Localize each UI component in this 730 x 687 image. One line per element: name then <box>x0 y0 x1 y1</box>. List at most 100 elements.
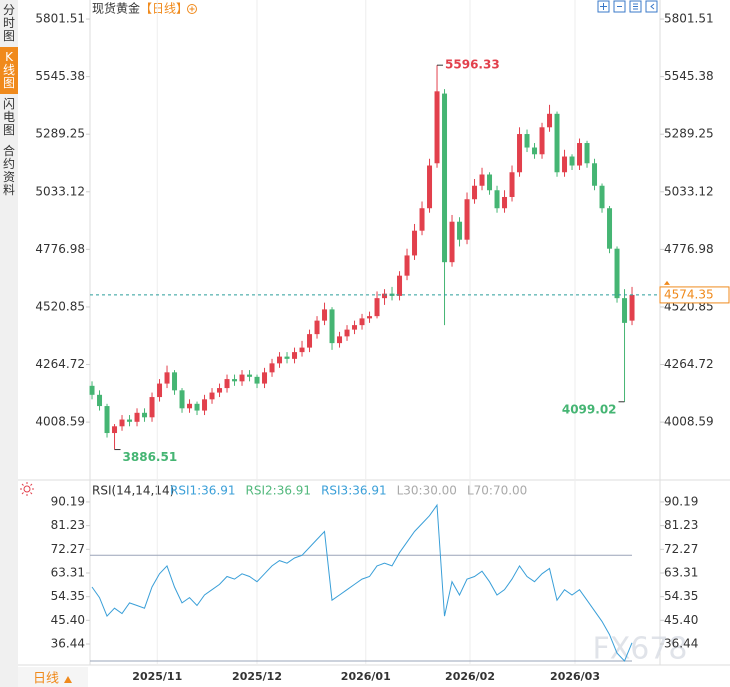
toolbar[interactable] <box>597 0 658 13</box>
candle-body <box>179 390 185 409</box>
candle-body <box>232 379 238 382</box>
legend-item: RSI3:36.91 <box>321 484 387 498</box>
y-tick-label: 90.19 <box>51 494 85 508</box>
candle-body <box>134 412 140 422</box>
candle-body <box>577 143 583 166</box>
candle-body <box>262 372 268 384</box>
add-icon-plus <box>189 6 195 12</box>
candle-body <box>292 352 298 359</box>
candle-body <box>172 372 178 391</box>
y-tick-label: 54.35 <box>51 589 85 603</box>
candle-body <box>254 376 260 384</box>
rsi-line <box>91 503 633 662</box>
y-tick-label: 5033.12 <box>35 184 85 198</box>
y-tick-label: 5801.51 <box>35 12 85 26</box>
y-tick-label-right: 5289.25 <box>664 127 714 141</box>
sidebar-tab[interactable]: 分时图 <box>2 3 15 43</box>
candle-body <box>404 255 410 276</box>
candle-body <box>607 208 613 249</box>
candle-body <box>584 143 590 164</box>
candle-body <box>569 156 575 166</box>
candle-body <box>194 403 200 411</box>
candle-body <box>164 372 170 384</box>
y-tick-label: 5545.38 <box>35 69 85 83</box>
y-tick-label-right: 4264.72 <box>664 357 714 371</box>
y-tick-label: 45.40 <box>51 613 85 627</box>
last-price-tag <box>659 286 730 304</box>
candle-body <box>284 356 290 359</box>
candle-body <box>119 419 125 427</box>
y-tick-label: 4776.98 <box>35 242 85 256</box>
y-tick-label: 72.27 <box>51 542 85 556</box>
period-tab-arrow <box>64 676 72 683</box>
candle-body <box>547 113 553 128</box>
sidebar-tab[interactable]: K线图 <box>0 47 18 94</box>
y-tick-label-right: 4776.98 <box>664 242 714 256</box>
candle-body <box>344 329 350 337</box>
candle-body <box>539 127 545 155</box>
candle-body <box>524 134 530 148</box>
candle-body <box>277 356 283 364</box>
symbol: 现货黄金 <box>92 1 140 16</box>
candle-body <box>299 347 305 353</box>
period: 【日线】 <box>140 2 188 16</box>
last-price-arrow <box>664 280 670 285</box>
candle-body <box>89 385 95 395</box>
candle-body <box>457 221 463 240</box>
candle-body <box>352 325 358 330</box>
legend-item: L30:30.00 <box>397 484 457 498</box>
sidebar-tab[interactable]: 合约资料 <box>2 144 15 197</box>
candle-body <box>554 113 560 173</box>
candle-body <box>472 185 478 200</box>
candle-body <box>269 363 275 373</box>
candle-body <box>517 134 523 173</box>
candle-body <box>247 374 253 377</box>
candle-body <box>442 93 448 263</box>
y-tick-label-right: 36.44 <box>664 637 698 651</box>
candle-body <box>592 163 598 186</box>
add-icon[interactable] <box>187 4 197 14</box>
candle-body <box>359 318 365 326</box>
x-tick-label: 2025/12 <box>232 670 282 683</box>
y-tick-label: 5289.25 <box>35 127 85 141</box>
sidebar: 分时图 K线图闪电图合约资料 <box>0 0 18 687</box>
legend-item: RSI2:36.91 <box>246 484 312 498</box>
candle-body <box>374 298 380 317</box>
y-tick-label: 4264.72 <box>35 357 85 371</box>
candle-body <box>509 172 515 197</box>
y-tick-label-right: 90.19 <box>664 494 698 508</box>
candle-body <box>382 293 388 299</box>
candle-body <box>337 336 343 344</box>
period-tab[interactable]: 日线 <box>33 672 59 687</box>
x-tick-label: 2025/11 <box>132 670 182 683</box>
candle-body <box>187 403 193 409</box>
x-tick-label: 2026/01 <box>341 670 391 683</box>
y-tick-label-right: 63.31 <box>664 565 698 579</box>
candle-body <box>629 294 635 321</box>
extreme-label: 4099.02 <box>562 402 617 416</box>
x-tick-label: 2026/03 <box>550 670 600 683</box>
candle-body <box>449 221 455 263</box>
rsi-settings-icon[interactable] <box>20 482 34 496</box>
y-tick-label-right: 72.27 <box>664 542 698 556</box>
candle-body <box>202 399 208 411</box>
candle-body <box>614 248 620 299</box>
candle-body <box>239 374 245 382</box>
rsi-title: RSI(14,14,14) <box>92 484 174 498</box>
legend-item: RSI1:36.91 <box>170 484 236 498</box>
candle-body <box>427 165 433 209</box>
candle-body <box>502 196 508 209</box>
y-tick-label-right: 5033.12 <box>664 184 714 198</box>
y-tick-label: 81.23 <box>51 518 85 532</box>
candle-body <box>464 199 470 240</box>
sidebar-tab[interactable]: 闪电图 <box>2 97 15 137</box>
y-tick-label-right: 81.23 <box>664 518 698 532</box>
candle-body <box>142 412 148 418</box>
candle-body <box>209 392 215 400</box>
y-tick-label-right: 54.35 <box>664 589 698 603</box>
y-tick-label: 63.31 <box>51 565 85 579</box>
candle-body <box>217 388 223 393</box>
candle-body <box>397 275 403 296</box>
